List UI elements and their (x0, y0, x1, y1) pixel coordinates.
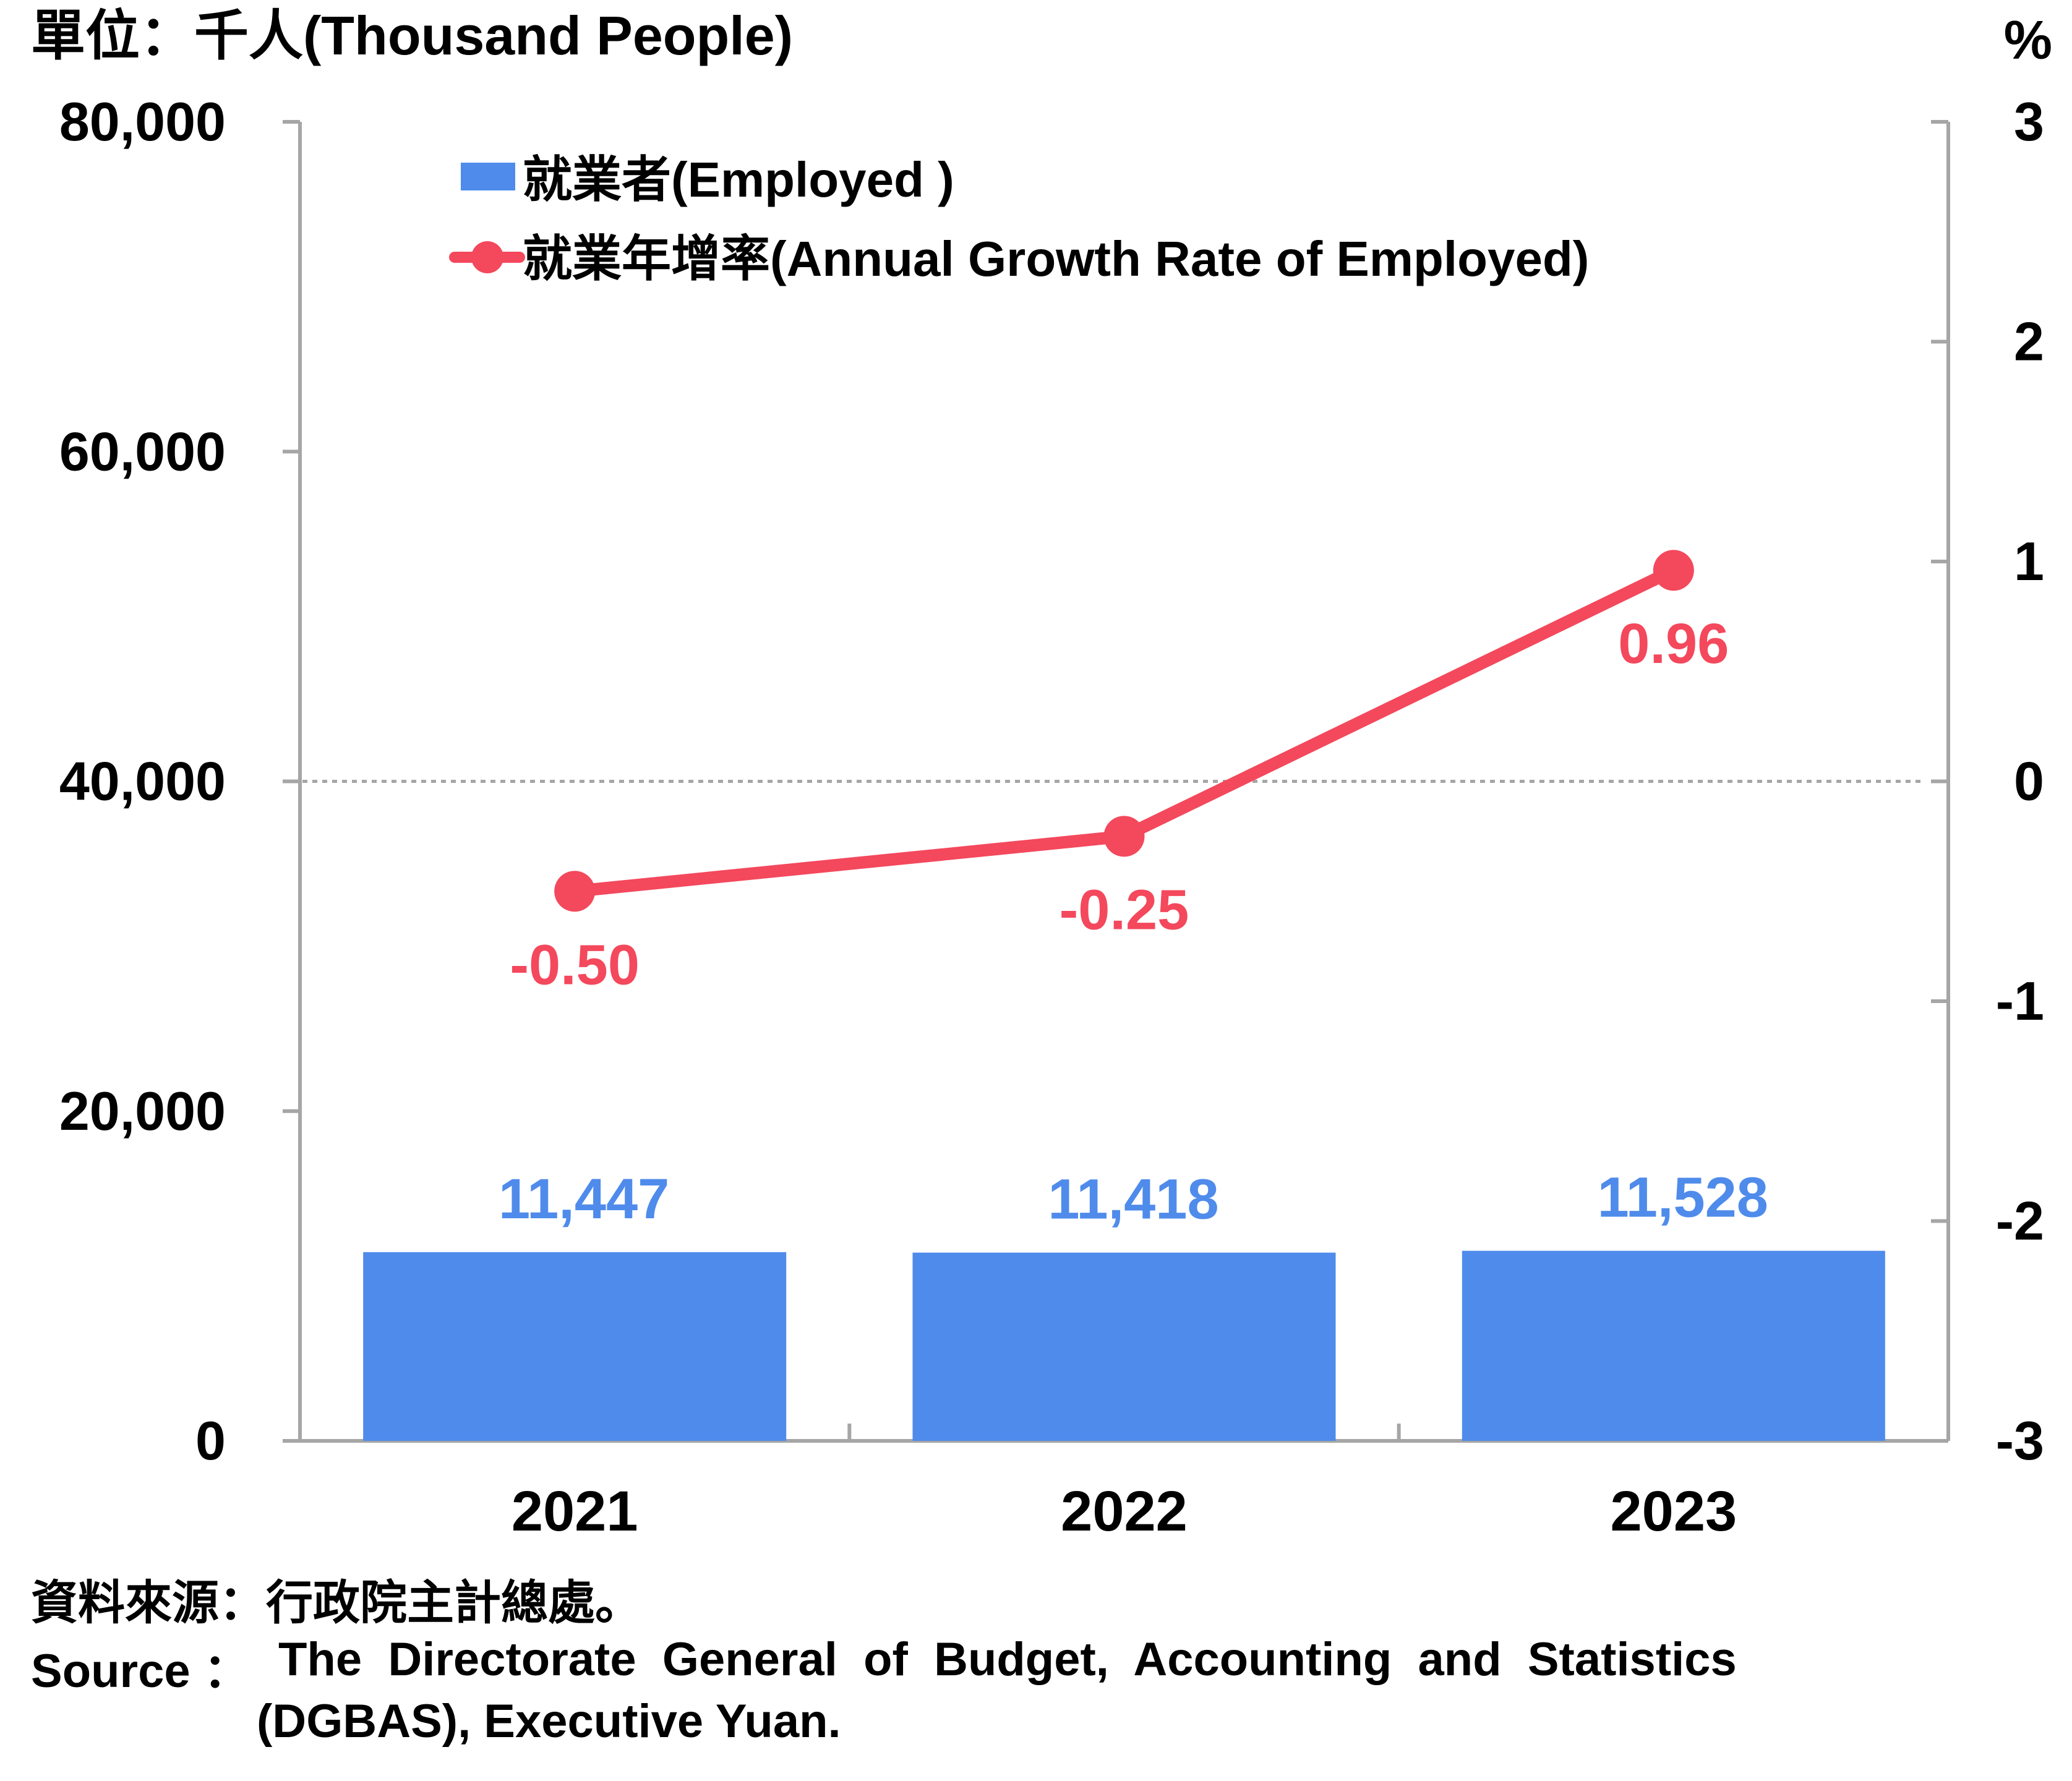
x-tick-label: 2021 (512, 1480, 638, 1543)
right-tick-label: 2 (2014, 311, 2044, 372)
legend-label-growth: 就業年增率(Annual Growth Rate of Employed) (523, 231, 1589, 286)
growth-point-2022 (1103, 816, 1145, 857)
right-tick-label: -3 (1996, 1410, 2044, 1471)
left-tick-label: 40,000 (59, 751, 226, 812)
source-en-prefix: Source ： (31, 1645, 250, 1698)
bar-employed-2023 (1462, 1250, 1885, 1441)
right-tick-label: 1 (2014, 531, 2044, 592)
source-zh: 資料來源：行政院主計總處。 (31, 1577, 642, 1629)
right-tick-label: -1 (1996, 970, 2044, 1031)
legend: 就業者(Employed ) 就業年增率(Annual Growth Rate … (449, 152, 1589, 286)
right-tick-label: 3 (2014, 91, 2044, 152)
source-en-line1: The Directorate General of Budget, Accou… (278, 1633, 1737, 1686)
x-tick-label: 2022 (1061, 1480, 1188, 1543)
growth-label-2023: 0.96 (1618, 612, 1729, 675)
bar-label-2022: 11,418 (1048, 1168, 1218, 1231)
legend-label-employed: 就業者(Employed ) (523, 152, 954, 207)
legend-swatch-employed (461, 163, 515, 190)
legend-marker-growth (471, 241, 503, 273)
source-en-line2: (DGBAS), Executive Yuan. (257, 1695, 841, 1748)
left-tick-label: 60,000 (59, 421, 226, 482)
plot-area: 0 20,000 40,000 60,000 80,000 -3 -2 -1 0 1 2 3 2021 2… (59, 91, 2044, 1543)
growth-point-2023 (1653, 550, 1694, 591)
x-tick-label: 2023 (1610, 1480, 1737, 1543)
bar-employed-2021 (363, 1252, 787, 1441)
bar-employed-2022 (912, 1252, 1336, 1441)
left-tick-label: 0 (195, 1410, 226, 1471)
bar-label-2023: 11,528 (1598, 1166, 1768, 1229)
left-tick-label: 20,000 (59, 1080, 226, 1142)
left-tick-label: 80,000 (59, 91, 226, 152)
growth-label-2022: -0.25 (1060, 878, 1189, 941)
bar-label-2021: 11,447 (499, 1168, 669, 1231)
left-axis-title: 單位：千人(Thousand People) (31, 5, 793, 66)
right-axis-title: % (2004, 9, 2052, 70)
right-tick-label: -2 (1996, 1190, 2044, 1252)
right-tick-label: 0 (2014, 751, 2044, 812)
growth-point-2021 (554, 871, 596, 912)
growth-label-2021: -0.50 (510, 933, 640, 996)
